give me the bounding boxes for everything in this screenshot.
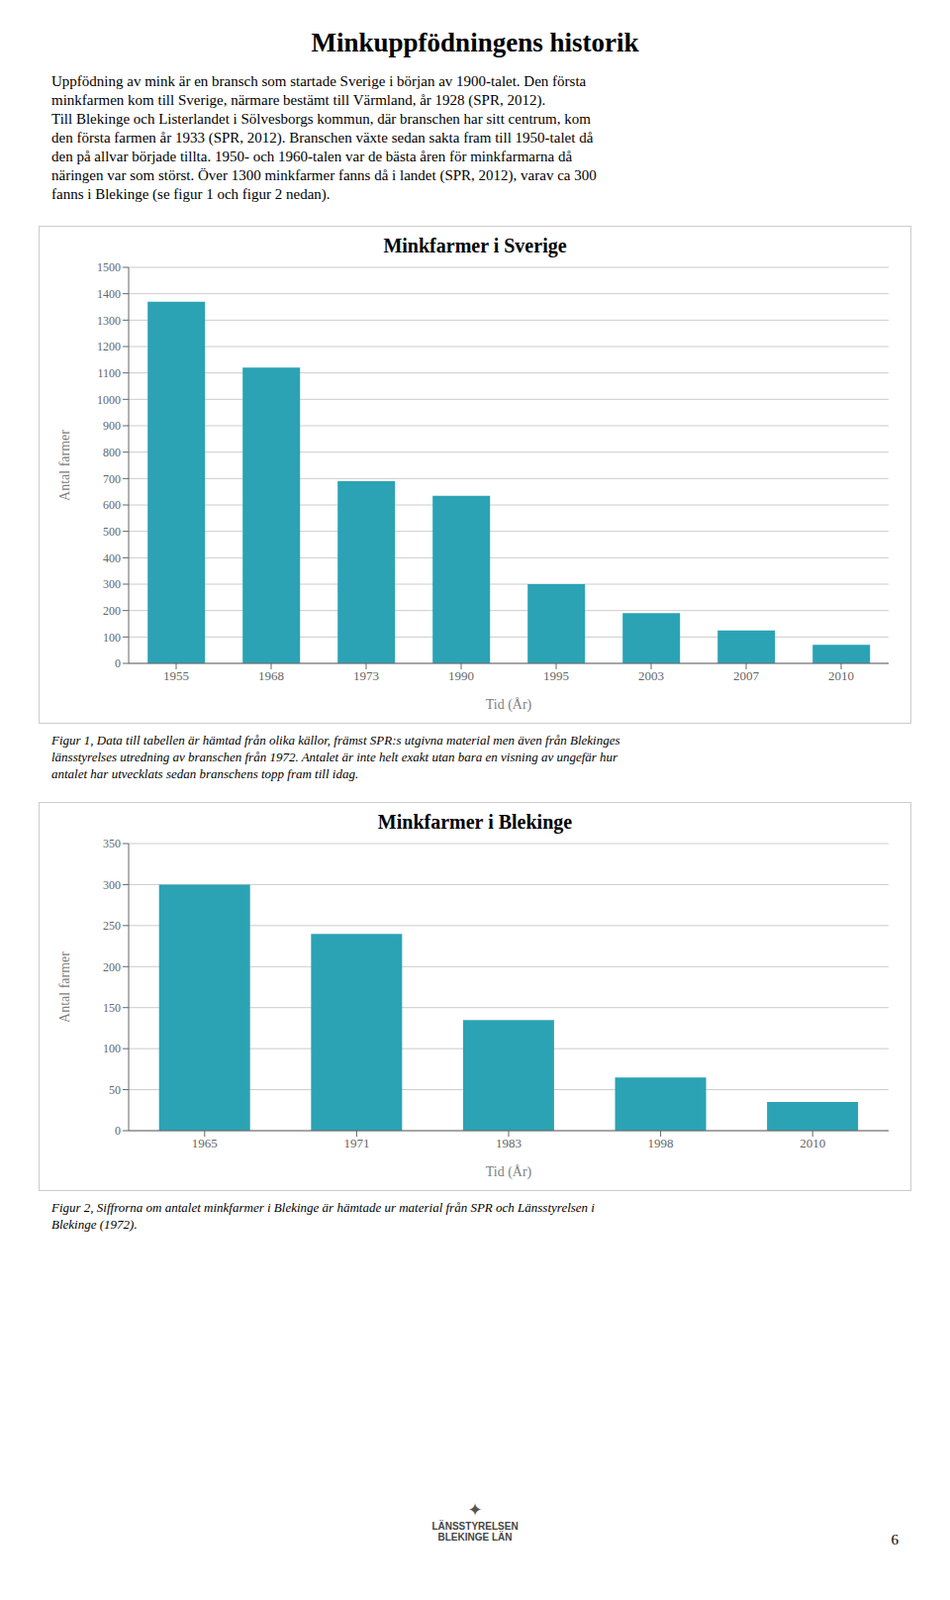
html-text:6: 6 (891, 1530, 899, 1547)
svg-text:Antal farmer: Antal farmer (57, 950, 73, 1023)
svg-text:150: 150 (102, 1000, 121, 1015)
svg-text:2010: 2010 (828, 667, 855, 683)
svg-text:1100: 1100 (96, 366, 121, 380)
svg-text:1973: 1973 (353, 667, 380, 683)
svg-text:1998: 1998 (648, 1135, 674, 1150)
svg-text:800: 800 (102, 445, 121, 460)
svg-text:50: 50 (108, 1082, 121, 1097)
svg-text:100: 100 (102, 1041, 121, 1055)
svg-text:250: 250 (102, 918, 121, 933)
svg-text:350: 350 (102, 836, 121, 851)
svg-text:1955: 1955 (163, 667, 190, 683)
html-text:Blekinge (1972).: Blekinge (1972). (51, 1216, 138, 1232)
svg-text:100: 100 (102, 630, 121, 645)
svg-text:1200: 1200 (96, 339, 121, 354)
html-text:den första farmen år 1933 (SPR: den första farmen år 1933 (SPR, 2012). B… (51, 129, 594, 146)
svg-text:Tid (År): Tid (År) (485, 1163, 533, 1180)
svg-text:1300: 1300 (96, 313, 121, 328)
html-text:Figur 1, Data till tabellen är: Figur 1, Data till tabellen är hämtad fr… (51, 732, 620, 748)
svg-text:1400: 1400 (96, 286, 121, 301)
html-text:fanns i Blekinge (se figur 1 o: fanns i Blekinge (se figur 1 och figur 2… (51, 186, 331, 202)
html-text:Uppfödning av mink är en brans: Uppfödning av mink är en bransch som sta… (51, 73, 587, 90)
svg-text:0: 0 (114, 1123, 121, 1138)
svg-text:1983: 1983 (495, 1135, 522, 1150)
svg-text:1965: 1965 (191, 1135, 218, 1150)
svg-text:2007: 2007 (733, 667, 760, 683)
html-text:den på allvar började tillta.: den på allvar började tillta. 1950- och … (51, 148, 572, 165)
svg-text:500: 500 (102, 524, 121, 539)
svg-text:1500: 1500 (96, 260, 121, 275)
html-text:Till Blekinge och Listerlandet: Till Blekinge och Listerlandet i Sölvesb… (51, 110, 591, 127)
html-text:länsstyrelses utredning av bra: länsstyrelses utredning av branschen frå… (51, 749, 618, 764)
svg-text:2010: 2010 (799, 1135, 826, 1150)
svg-text:1995: 1995 (543, 667, 570, 683)
html-text:antalet har utvecklats sedan b: antalet har utvecklats sedan branschens … (51, 765, 359, 781)
svg-text:300: 300 (102, 576, 121, 591)
svg-text:200: 200 (102, 603, 121, 618)
svg-text:400: 400 (102, 551, 121, 566)
html-text:näringen var som störst. Över: näringen var som störst. Över 1300 minkf… (51, 167, 597, 184)
svg-text:Tid (År): Tid (År) (485, 696, 533, 713)
svg-text:1990: 1990 (448, 667, 475, 683)
html-text:Minkfarmer i Sverige: Minkfarmer i Sverige (383, 234, 567, 257)
svg-text:300: 300 (102, 877, 121, 892)
svg-text:900: 900 (102, 418, 121, 433)
svg-text:1971: 1971 (343, 1135, 370, 1150)
html-text:Minkfarmer i Blekinge: Minkfarmer i Blekinge (377, 810, 573, 833)
html-text:LÄNSSTYRELSEN: LÄNSSTYRELSEN (431, 1520, 519, 1531)
html-text:Figur 2, Siffrorna om antalet: Figur 2, Siffrorna om antalet minkfarmer… (51, 1199, 595, 1215)
svg-text:600: 600 (102, 497, 121, 512)
svg-text:1000: 1000 (96, 392, 121, 407)
html-text:Minkuppfödningens historik: Minkuppfödningens historik (311, 27, 639, 58)
svg-text:2003: 2003 (638, 667, 665, 683)
svg-text:Antal farmer: Antal farmer (57, 429, 73, 501)
svg-text:200: 200 (102, 959, 121, 974)
html-text:minkfarmen kom till Sverige, n: minkfarmen kom till Sverige, närmare bes… (51, 92, 546, 108)
svg-text:1968: 1968 (258, 667, 285, 683)
svg-text:700: 700 (102, 472, 121, 486)
svg-text:0: 0 (114, 656, 121, 670)
html-text:BLEKINGE LÄN: BLEKINGE LÄN (437, 1530, 513, 1542)
